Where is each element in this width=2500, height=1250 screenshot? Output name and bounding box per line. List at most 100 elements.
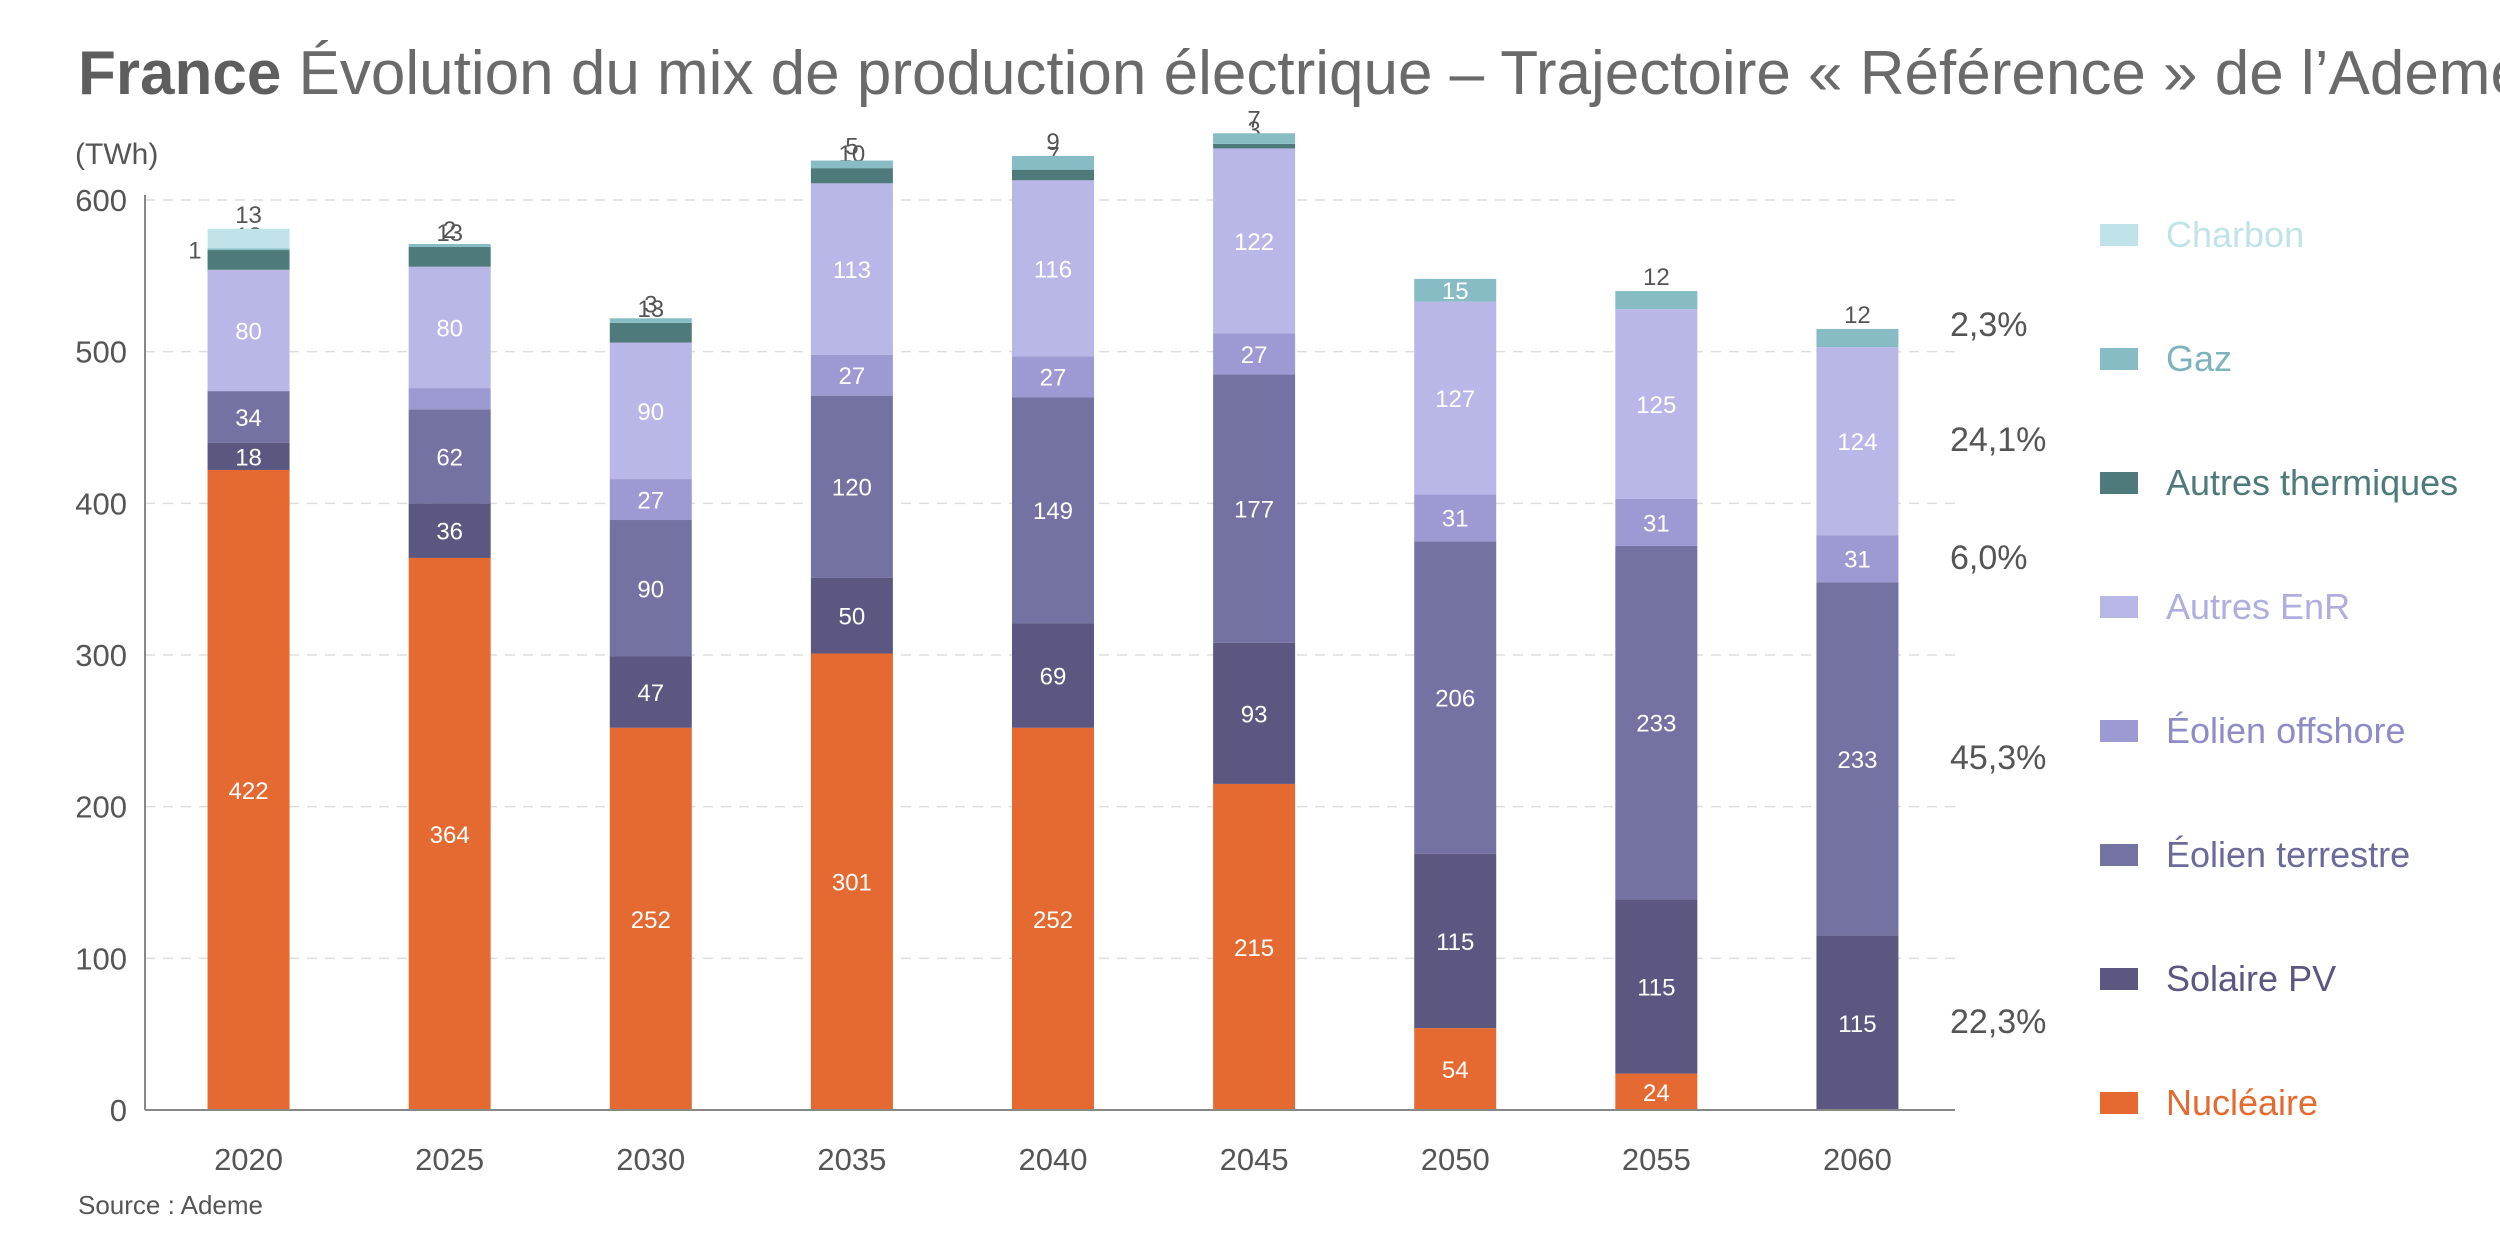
data-label: 5 [845,134,858,161]
legend-swatch [2100,224,2138,246]
data-label: 9 [1046,129,1059,156]
data-label: 34 [235,405,262,432]
bar-segment [207,391,290,443]
bar-segment [1816,582,1899,936]
bar-segment [1213,333,1296,375]
legend-label: Charbon [2166,214,2305,255]
data-label: 62 [436,444,463,471]
bar-segment [1012,356,1094,398]
share-label: 22,3% [1950,1002,2047,1041]
bar-segment [1012,156,1094,170]
legend-swatch [2100,720,2138,742]
data-label: 149 [1033,498,1073,525]
legend-label: Gaz [2166,338,2233,379]
legend-label: Nucléaire [2166,1082,2319,1123]
legend-item: Gaz [2100,334,2232,384]
data-label: 233 [1636,710,1676,737]
bar-segment [1012,623,1094,728]
data-label: 113 [833,257,871,284]
bar-segment [1414,278,1497,302]
data-label: 90 [637,399,664,426]
data-label: 50 [839,604,866,631]
bar-segment [609,322,692,343]
legend-label: Éolien offshore [2166,710,2406,751]
bar-segment [1213,133,1296,144]
data-label: 122 [1234,229,1274,256]
data-label: 252 [631,907,671,934]
bar-segment [207,250,290,270]
bar-segment [408,503,491,558]
data-label: 252 [1033,907,1073,934]
legend-label: Éolien terrestre [2166,834,2411,875]
data-label: 177 [1234,497,1274,524]
data-label: 36 [436,519,463,546]
legend-swatch [2100,844,2138,866]
legend-swatch [2100,472,2138,494]
data-label: 15 [1442,278,1469,305]
data-label: 233 [1837,747,1877,774]
bar-segment [1615,545,1698,900]
bar-segment [609,318,692,323]
data-label: 127 [1435,386,1475,413]
legend-item: Autres EnR [2100,582,2350,632]
legend-swatch [2100,968,2138,990]
data-label: 69 [1040,663,1067,690]
data-label: 1 [188,237,201,264]
legend-label: Autres EnR [2166,586,2351,627]
data-label: 2 [443,217,456,244]
bar-segment [408,243,491,248]
y-axis-unit: (TWh) [75,138,159,171]
data-label: 115 [1838,1011,1876,1038]
bar-segment [1213,783,1296,1110]
bar-segment [207,228,290,249]
bar-segment [1012,397,1094,624]
data-label: 206 [1435,685,1475,712]
data-label: 115 [1436,929,1474,956]
share-label: 6,0% [1950,538,2028,577]
bar-segment [1414,301,1497,495]
data-label: 80 [436,315,463,342]
bar-segment [207,248,290,251]
bar-segment [1213,374,1296,643]
bar-segment [609,727,692,1110]
bar-segment [810,183,893,355]
bar-segment [1414,494,1497,542]
bar-segment [1414,1028,1497,1110]
x-tick-label: 2025 [415,1142,484,1177]
share-label: 2,3% [1950,305,2028,344]
data-label: 31 [1442,506,1469,533]
bar-segment [810,168,893,184]
legend-item: Éolien offshore [2100,706,2406,756]
data-label: 120 [832,475,872,502]
data-label: 215 [1234,935,1274,962]
bar-segment [207,469,290,1110]
bar-segment [609,520,692,657]
bar-segment [810,160,893,169]
bar-segment [1012,727,1094,1110]
data-label: 7 [1247,106,1260,133]
bar-segment [1816,328,1899,348]
y-tick-label: 500 [75,335,127,370]
data-label: 47 [637,680,664,707]
data-label: 93 [1241,701,1268,728]
x-tick-label: 2045 [1220,1142,1289,1177]
bar-segment [1213,148,1296,334]
y-tick-label: 300 [75,638,127,673]
y-tick-label: 200 [75,790,127,825]
bar-segment [1816,347,1899,536]
data-label: 24 [1643,1080,1670,1107]
y-tick-label: 400 [75,486,127,521]
x-tick-label: 2020 [214,1142,283,1177]
share-label: 24,1% [1950,421,2047,460]
bar-segment [1816,535,1899,583]
x-tick-label: 2060 [1823,1142,1892,1177]
data-label: 31 [1643,510,1670,537]
x-tick-label: 2030 [616,1142,685,1177]
bar-segment [408,409,491,504]
bar-segment [1615,309,1698,499]
bar-segment [408,388,491,410]
data-label: 54 [1442,1057,1469,1084]
bar-segment [1012,180,1094,357]
bar-segment [1414,541,1497,854]
